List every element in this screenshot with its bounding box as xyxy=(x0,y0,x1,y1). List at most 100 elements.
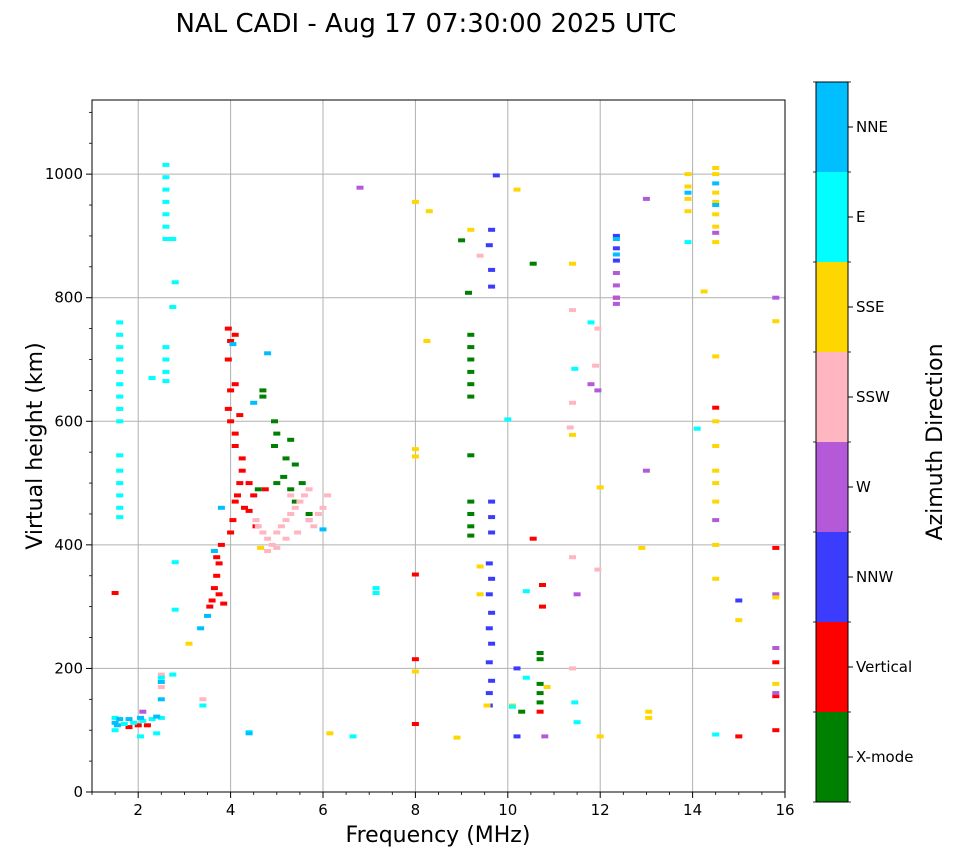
data-point xyxy=(162,199,170,204)
data-point xyxy=(684,209,692,214)
data-point xyxy=(326,731,334,736)
data-point xyxy=(712,732,720,737)
data-point xyxy=(485,243,493,248)
data-point xyxy=(137,715,144,720)
data-point xyxy=(227,388,235,393)
data-point xyxy=(485,592,493,597)
data-point xyxy=(134,723,142,728)
colorbar-segment xyxy=(816,172,848,262)
data-point xyxy=(169,305,177,309)
data-point xyxy=(372,591,380,595)
data-point xyxy=(571,366,579,371)
data-point xyxy=(467,227,475,232)
data-point xyxy=(522,675,530,680)
data-point xyxy=(684,190,692,195)
data-point xyxy=(772,595,780,600)
data-point xyxy=(215,561,223,566)
data-point xyxy=(488,267,496,272)
data-point xyxy=(111,715,119,720)
data-point xyxy=(569,432,576,437)
data-point xyxy=(111,728,119,733)
data-point xyxy=(210,586,218,591)
data-point xyxy=(735,598,743,603)
data-point xyxy=(111,591,119,595)
data-point xyxy=(116,332,124,337)
data-point xyxy=(513,734,521,739)
data-point xyxy=(273,530,281,535)
data-point xyxy=(423,339,431,343)
data-point xyxy=(735,618,743,623)
data-point xyxy=(157,675,165,680)
data-point xyxy=(772,295,780,300)
data-point xyxy=(324,493,332,498)
data-point xyxy=(488,530,496,535)
data-point xyxy=(273,481,281,486)
data-point xyxy=(229,518,237,523)
data-point xyxy=(305,518,313,523)
data-point xyxy=(171,607,179,612)
data-point xyxy=(116,717,124,722)
data-point xyxy=(296,499,304,504)
data-point xyxy=(485,626,493,631)
data-point xyxy=(522,589,530,594)
data-point xyxy=(199,703,207,708)
data-point xyxy=(536,709,544,714)
data-point xyxy=(569,555,576,560)
colorbar-segment xyxy=(816,622,848,712)
data-point xyxy=(116,419,124,424)
colorbar-segment xyxy=(816,82,848,172)
data-point xyxy=(250,400,258,405)
x-axis-label: Frequency (MHz) xyxy=(346,823,531,848)
data-point xyxy=(712,212,720,217)
data-point xyxy=(612,233,620,238)
data-point xyxy=(319,527,327,532)
data-point xyxy=(594,567,602,572)
data-point xyxy=(157,672,165,677)
data-point xyxy=(287,487,295,492)
data-point xyxy=(229,342,237,347)
data-point xyxy=(712,542,720,547)
x-tick-label: 6 xyxy=(318,801,328,819)
data-point xyxy=(254,524,262,529)
series-nne xyxy=(111,181,720,736)
data-point xyxy=(220,601,228,606)
data-point xyxy=(712,203,720,207)
data-point xyxy=(169,672,177,677)
data-point xyxy=(234,493,241,498)
data-point xyxy=(772,319,780,324)
data-point xyxy=(208,598,216,603)
data-point xyxy=(467,524,475,529)
data-point xyxy=(111,720,119,725)
data-point xyxy=(735,734,743,739)
data-point xyxy=(169,237,177,241)
plot-frame xyxy=(91,99,786,793)
data-point xyxy=(162,379,170,384)
data-point xyxy=(319,505,327,510)
data-point xyxy=(536,651,544,655)
colorbar-tick-label: X-mode xyxy=(856,748,913,766)
data-point xyxy=(259,388,267,393)
data-point xyxy=(224,357,232,362)
data-point xyxy=(488,227,496,232)
data-point xyxy=(116,505,124,510)
x-tick-label: 14 xyxy=(683,801,702,819)
data-point xyxy=(116,406,124,411)
data-point xyxy=(488,678,496,683)
data-point xyxy=(536,681,544,686)
data-point xyxy=(162,212,170,217)
colorbar-tick-label: SSW xyxy=(856,388,890,406)
data-point xyxy=(571,700,579,705)
data-point xyxy=(217,505,225,510)
data-point xyxy=(476,564,484,569)
data-point xyxy=(245,481,253,486)
data-point xyxy=(157,685,165,689)
data-point xyxy=(712,518,720,523)
colorbar: X-mode Vertical NNW W SSW SSE E NNE xyxy=(813,81,913,803)
data-point xyxy=(508,704,516,709)
data-point xyxy=(529,536,537,541)
data-point xyxy=(638,545,646,550)
data-point xyxy=(153,731,161,736)
data-point xyxy=(488,515,496,520)
data-point xyxy=(492,173,500,178)
